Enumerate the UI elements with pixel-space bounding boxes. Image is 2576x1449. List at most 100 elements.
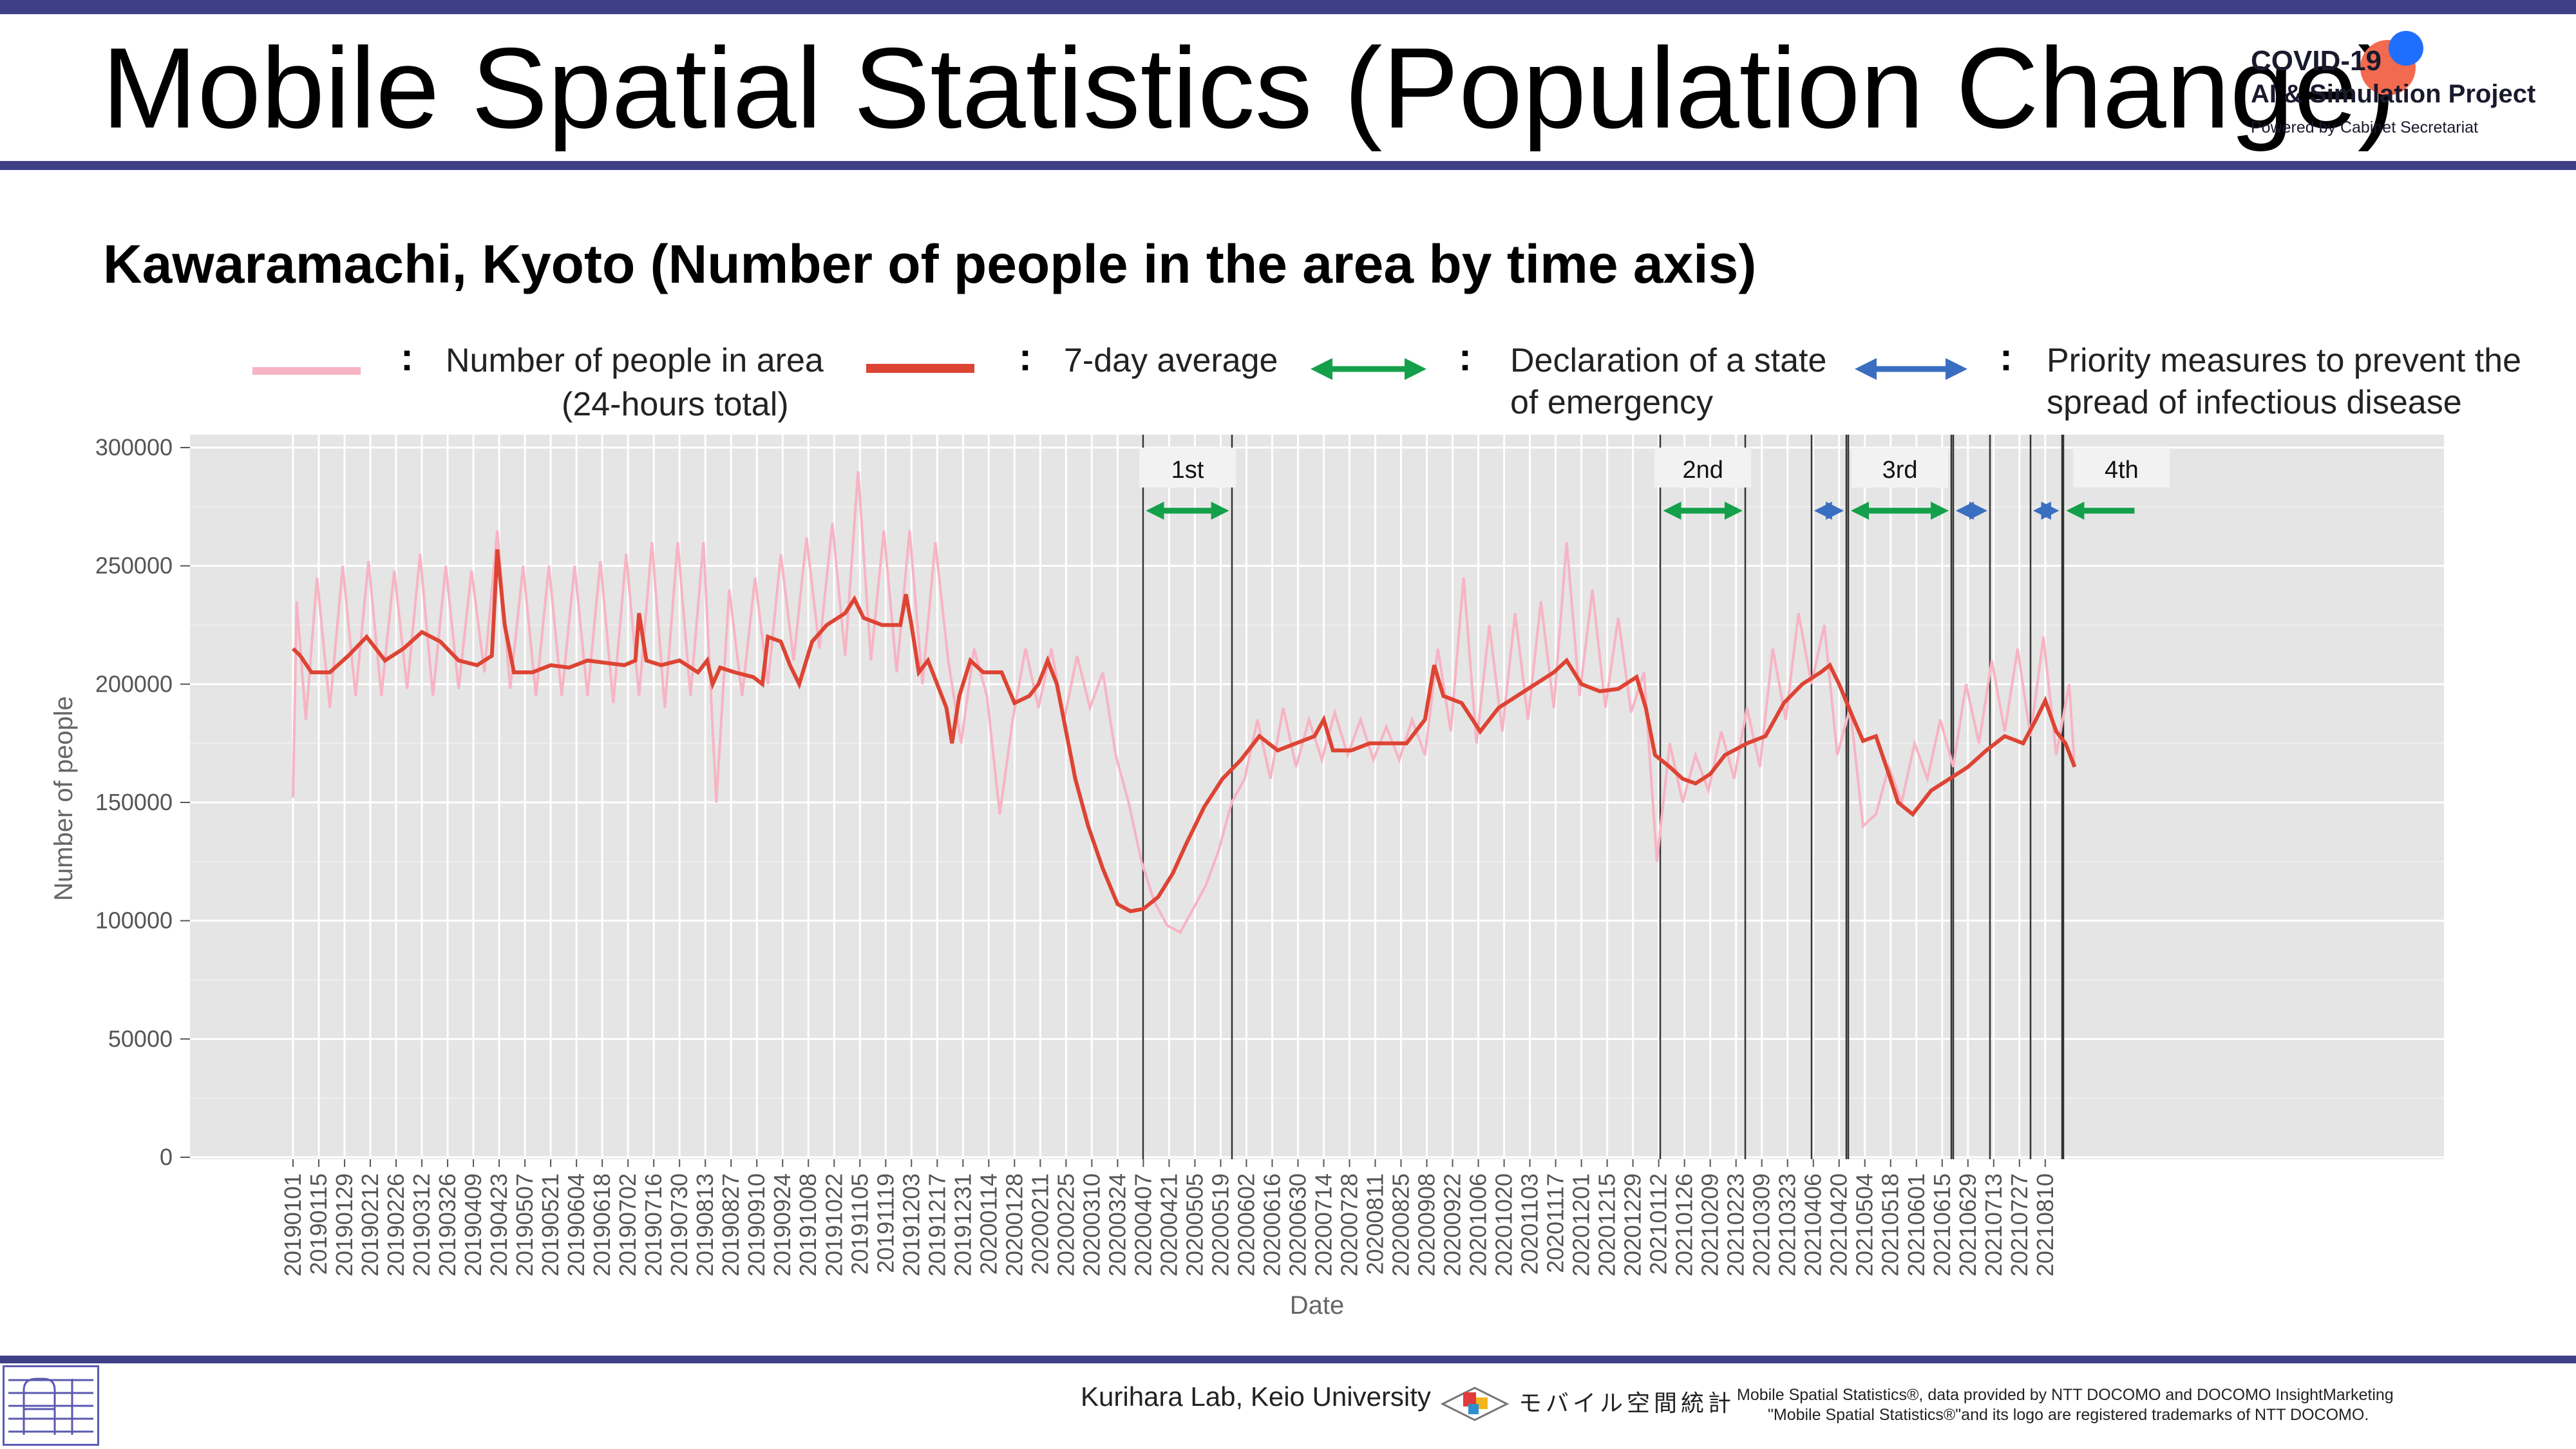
x-tick-label: 20191105 <box>846 1173 873 1275</box>
bottom-band <box>0 1356 2576 1363</box>
arrow-head <box>1955 502 1974 520</box>
x-tick-label: 20210518 <box>1877 1173 1904 1276</box>
x-tick-label: 20190423 <box>486 1173 512 1276</box>
x-tick-label: 20190924 <box>769 1173 795 1276</box>
y-axis-title: Number of people <box>50 696 78 901</box>
x-tick-label: 20190507 <box>511 1173 538 1276</box>
x-tick-label: 20200407 <box>1130 1173 1156 1276</box>
legend-emergency-label-1: Declaration of a state <box>1510 342 1827 379</box>
wave-label-box <box>1139 448 1236 488</box>
x-tick-label: 20190129 <box>331 1173 357 1276</box>
period-boundaries <box>1142 435 2065 1159</box>
legend-raw-label: Number of people in area <box>446 342 824 379</box>
x-tick-label: 20200211 <box>1027 1173 1053 1275</box>
plot-area <box>190 435 2444 1159</box>
legend-colon: : <box>1019 336 1032 379</box>
x-tick-label: 20191217 <box>923 1173 950 1276</box>
legend-raw-sublabel: (24-hours total) <box>562 386 789 423</box>
x-tick-label: 20191119 <box>872 1173 898 1273</box>
wave-label: 1st <box>1171 457 1204 484</box>
footer-credit-2: "Mobile Spatial Statistics®"and its logo… <box>1768 1406 2369 1424</box>
x-tick-label: 20190115 <box>305 1173 332 1275</box>
x-tick-label: 20200714 <box>1310 1173 1336 1276</box>
wave-label: 3rd <box>1882 457 1918 484</box>
x-tick-label: 20191008 <box>795 1173 821 1276</box>
x-tick-label: 20190326 <box>434 1173 460 1276</box>
emergency-period-arrow <box>2066 502 2135 520</box>
x-tick-label: 20190910 <box>743 1173 770 1276</box>
arrow-head <box>1969 502 1988 520</box>
x-tick-label: 20210112 <box>1645 1173 1672 1275</box>
y-tick-label: 0 <box>160 1144 173 1170</box>
y-tick-label: 250000 <box>95 553 173 579</box>
x-tick-label: 20210727 <box>2006 1173 2032 1276</box>
x-tick-label: 20200421 <box>1155 1173 1182 1276</box>
wave-label-box <box>1654 448 1752 488</box>
page-title: Mobile Spatial Statistics (Population Ch… <box>102 24 2396 152</box>
wave-label-box <box>2073 448 2170 488</box>
priority-measures-arrow <box>1814 502 1844 520</box>
x-tick-label: 20190521 <box>537 1173 564 1276</box>
chart: 0 50000 100000 150000 200000 250000 300000 201… <box>50 434 2444 1320</box>
x-axis-title: Date <box>1290 1291 1345 1320</box>
x-tick-label: 20201229 <box>1620 1173 1646 1276</box>
legend-priority-label-2: spread of infectious disease <box>2047 384 2462 421</box>
x-tick-label: 20200908 <box>1414 1173 1440 1276</box>
x-tick-label: 20210406 <box>1800 1173 1826 1276</box>
x-tick-label: 20190226 <box>383 1173 409 1276</box>
x-tick-label: 20210615 <box>1929 1173 1955 1276</box>
x-tick-label: 20200922 <box>1439 1173 1466 1276</box>
x-tick-label: 20190101 <box>279 1173 306 1276</box>
x-tick-label: 20210601 <box>1903 1173 1929 1276</box>
x-tick-label: 20210713 <box>1980 1173 2007 1276</box>
chart-title: Kawaramachi, Kyoto (Number of people in … <box>103 234 1757 294</box>
footer-lab: Kurihara Lab, Keio University <box>1081 1381 1431 1412</box>
ai-logo-icon <box>8 1378 93 1435</box>
x-tick-label: 20190409 <box>460 1173 486 1276</box>
x-tick-label: 20200324 <box>1104 1173 1130 1276</box>
x-tick-label: 20210323 <box>1774 1173 1801 1276</box>
x-tick-label: 20201201 <box>1568 1173 1595 1276</box>
x-tick-label: 20190212 <box>357 1173 383 1276</box>
ai-lab-logo <box>3 1365 99 1446</box>
legend-emergency-arrow-icon <box>1311 358 1426 380</box>
x-tick-label: 20210629 <box>1955 1173 1981 1276</box>
emergency-period-arrow <box>1146 502 1229 520</box>
x-tick-label: 20190604 <box>563 1173 589 1276</box>
x-tick-label: 20201103 <box>1517 1173 1543 1275</box>
wave-label-box <box>1852 448 1949 488</box>
emergency-period-arrow <box>1663 502 1743 520</box>
mobile-spatial-statistics-logo-icon <box>1440 1387 1510 1421</box>
x-tick-label: 20200225 <box>1052 1173 1079 1276</box>
priority-measures-arrow <box>1955 502 1988 520</box>
x-tick-label: 20200630 <box>1284 1173 1311 1276</box>
legend-emergency-label-2: of emergency <box>1510 384 1714 421</box>
x-tick-label: 20190716 <box>640 1173 667 1276</box>
footer-mobile-logo-text: モバイル空間統計 <box>1519 1390 1736 1416</box>
legend-avg-swatch <box>866 364 974 373</box>
x-tick-label: 20200825 <box>1388 1173 1414 1276</box>
x-tick-label: 20200128 <box>1001 1173 1027 1276</box>
period-annotations: 1st 2nd 3rd 4th <box>1139 448 2170 520</box>
arrow-head <box>1146 502 1164 520</box>
x-tick-label: 20201117 <box>1542 1173 1569 1273</box>
priority-measures-arrow <box>2032 502 2060 520</box>
series-line-raw <box>292 471 2076 934</box>
logo-blue-dot-icon <box>2389 31 2423 66</box>
legend-colon: : <box>2000 336 2012 379</box>
x-tick-label: 20200519 <box>1207 1173 1233 1276</box>
x-tick-label: 20200310 <box>1078 1173 1104 1276</box>
x-tick-label: 20191022 <box>820 1173 847 1276</box>
arrow-head <box>1211 502 1229 520</box>
x-tick-label: 20190618 <box>589 1173 615 1276</box>
wave-label: 2nd <box>1683 457 1723 484</box>
legend-raw-swatch <box>252 367 361 375</box>
x-tick-label: 20210810 <box>2032 1173 2058 1276</box>
x-tick-label: 20190702 <box>614 1173 641 1276</box>
legend-priority-arrow-icon <box>1855 358 1967 380</box>
x-tick-label: 20200114 <box>975 1173 1001 1275</box>
x-tick-label: 20200728 <box>1336 1173 1362 1276</box>
covid-ai-logo: COVID-19 AI & Simulation Project Powered… <box>2251 26 2560 148</box>
x-tick-label: 20201215 <box>1594 1173 1620 1276</box>
x-tick-label: 20210126 <box>1671 1173 1698 1276</box>
